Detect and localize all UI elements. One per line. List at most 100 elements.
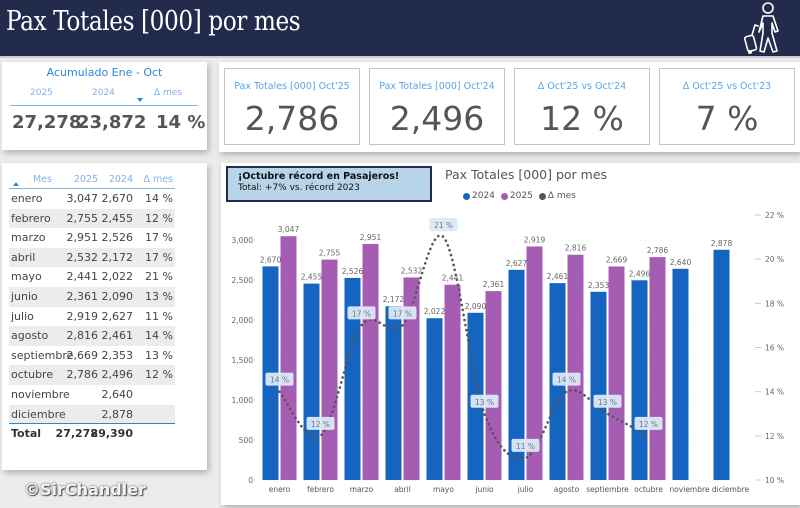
table-header: Mes 2025 2024 Δ mes: [9, 169, 175, 189]
legend-label: 2025: [509, 191, 533, 201]
x-axis-category-label: agosto: [554, 485, 580, 494]
labels-layer: 0 500 1,000 1,500 2,000 2,500 3,000 10 % 12 % 14 …: [232, 211, 785, 494]
monthly-table: Mes 2025 2024 Δ mes enero 3,047 2,670 14 % f…: [9, 169, 175, 446]
delta-label: 21 %: [434, 221, 453, 230]
table-row[interactable]: marzo 2,951 2,526 17 %: [9, 228, 175, 248]
table-row[interactable]: agosto 2,816 2,461 14 %: [9, 326, 175, 346]
table-row[interactable]: julio 2,919 2,627 11 %: [9, 307, 175, 327]
kpi-panel: Pax Totales [000] Oct'25 2,786 Pax Total…: [219, 62, 800, 152]
chart-legend: 2024 2025 Δ mes: [463, 191, 576, 201]
bar-2025[interactable]: [526, 246, 543, 480]
delta-label-bg: [593, 394, 622, 408]
bar-label-2024: 2,461: [547, 272, 569, 281]
bar-2025[interactable]: [608, 266, 625, 480]
cell-2025: 2,919: [66, 309, 99, 323]
cell-month: abril: [11, 250, 36, 264]
legend-label: Δ mes: [547, 191, 576, 201]
legend-dot-icon: [538, 192, 546, 200]
legend-item-2024[interactable]: 2024: [463, 191, 495, 201]
table-row[interactable]: noviembre 2,640: [9, 385, 175, 405]
accumulated-value-2025: 27,278: [12, 112, 82, 133]
sort-asc-icon[interactable]: [13, 182, 19, 186]
table-row[interactable]: octubre 2,786 2,496 12 %: [9, 365, 175, 385]
cell-2024: 2,496: [101, 368, 134, 382]
table-row[interactable]: septiembre 2,669 2,353 13 %: [9, 346, 175, 366]
cell-delta: 17 %: [145, 231, 173, 245]
legend-item-2025[interactable]: 2025: [500, 191, 533, 201]
bar-2025[interactable]: [362, 243, 379, 480]
legend-label: 2024: [472, 191, 495, 201]
accumulated-col-delta[interactable]: Δ mes: [154, 88, 183, 98]
bar-2024[interactable]: [344, 277, 361, 480]
bar-2025[interactable]: [649, 257, 666, 480]
accumulated-value-delta: 14 %: [156, 112, 206, 133]
bar-2024[interactable]: [590, 291, 607, 480]
cell-2024: 2,878: [101, 407, 134, 421]
cell-month: noviembre: [11, 387, 70, 401]
bar-label-2025: 2,361: [483, 280, 505, 289]
bar-label-2025: 2,441: [442, 274, 464, 283]
bar-2025[interactable]: [321, 259, 338, 480]
table-row[interactable]: abril 2,532 2,172 17 %: [9, 247, 175, 268]
chart-card: ¡Octubre récord en Pasajeros! Total: +7%…: [221, 163, 800, 505]
bar-2025[interactable]: [485, 291, 502, 480]
combo-chart: 0 500 1,000 1,500 2,000 2,500 3,000 10 % 12 % 14 …: [232, 211, 785, 494]
bar-label-2024: 2,090: [465, 302, 487, 311]
left-axis-tick-label: 500: [239, 436, 254, 445]
table-row[interactable]: diciembre 2,878: [9, 404, 175, 425]
x-axis-category-label: abril: [394, 485, 411, 494]
column-header-2024[interactable]: 2024: [108, 174, 133, 185]
accumulated-col-2024[interactable]: 2024: [92, 88, 115, 98]
kpi-label: Δ Oct'25 vs Oct'24: [537, 81, 627, 92]
bar-2024[interactable]: [303, 283, 320, 480]
bar-2025[interactable]: [403, 277, 420, 480]
sort-desc-icon[interactable]: [137, 98, 143, 102]
bar-label-2024: 2,640: [670, 258, 692, 267]
bar-label-2024: 2,455: [301, 273, 323, 282]
table-row[interactable]: febrero 2,755 2,455 12 %: [9, 208, 175, 229]
table-body: enero 3,047 2,670 14 % febrero 2,755 2,455 12 %…: [9, 189, 175, 425]
accumulated-header-divider: [10, 105, 198, 106]
left-axis-tick-label: 3,000: [232, 236, 254, 245]
bar-2024[interactable]: [508, 269, 525, 480]
watermark: ©SirChandler: [24, 480, 146, 499]
bar-label-2024: 2,526: [342, 267, 364, 276]
table-row[interactable]: enero 3,047 2,670 14 %: [9, 189, 175, 209]
bar-2025[interactable]: [567, 254, 584, 480]
table-row[interactable]: mayo 2,441 2,022 21 %: [9, 267, 175, 287]
bar-2025[interactable]: [280, 236, 297, 480]
bar-2024[interactable]: [426, 318, 443, 480]
delta-label-bg: [470, 394, 499, 408]
bar-2025[interactable]: [444, 284, 461, 480]
cell-delta: 13 %: [145, 289, 173, 303]
cell-delta: 14 %: [145, 192, 173, 205]
bar-label-2025: 2,816: [565, 244, 587, 253]
x-axis-category-label: octubre: [634, 485, 663, 494]
legend-dot-icon: [500, 192, 508, 200]
bar-2024[interactable]: [672, 268, 689, 480]
legend-item-delta[interactable]: Δ mes: [538, 191, 576, 201]
table-row[interactable]: junio 2,361 2,090 13 %: [9, 286, 175, 307]
kpi-card-delta-vs-oct23: Δ Oct'25 vs Oct'23 7 %: [659, 68, 795, 145]
delta-label-bg: [388, 306, 417, 320]
bar-2024[interactable]: [713, 249, 730, 480]
bar-label-2025: 2,532: [401, 266, 423, 275]
delta-label-bg: [634, 416, 663, 430]
bar-label-2025: 2,951: [360, 233, 382, 242]
cell-2025: 2,816: [66, 329, 99, 343]
page-title: Pax Totales [000] por mes: [6, 6, 301, 37]
kpi-value: 2,786: [244, 99, 340, 138]
right-axis-tick-label: 18 %: [765, 299, 784, 308]
bar-label-2024: 2,496: [629, 269, 651, 278]
x-axis-category-label: febrero: [307, 485, 334, 494]
left-axis-tick-label: 1,000: [232, 396, 254, 405]
column-header-2025[interactable]: 2025: [73, 174, 98, 185]
column-header-delta[interactable]: Δ mes: [143, 174, 173, 185]
delta-label-bg: [511, 438, 540, 452]
column-header-mes[interactable]: Mes: [33, 174, 52, 185]
bar-2024[interactable]: [385, 306, 402, 480]
cell-2025: 2,441: [66, 270, 99, 284]
bar-2024[interactable]: [631, 280, 648, 480]
accumulated-col-2025[interactable]: 2025: [30, 88, 53, 98]
cell-delta: 13 %: [145, 348, 173, 362]
